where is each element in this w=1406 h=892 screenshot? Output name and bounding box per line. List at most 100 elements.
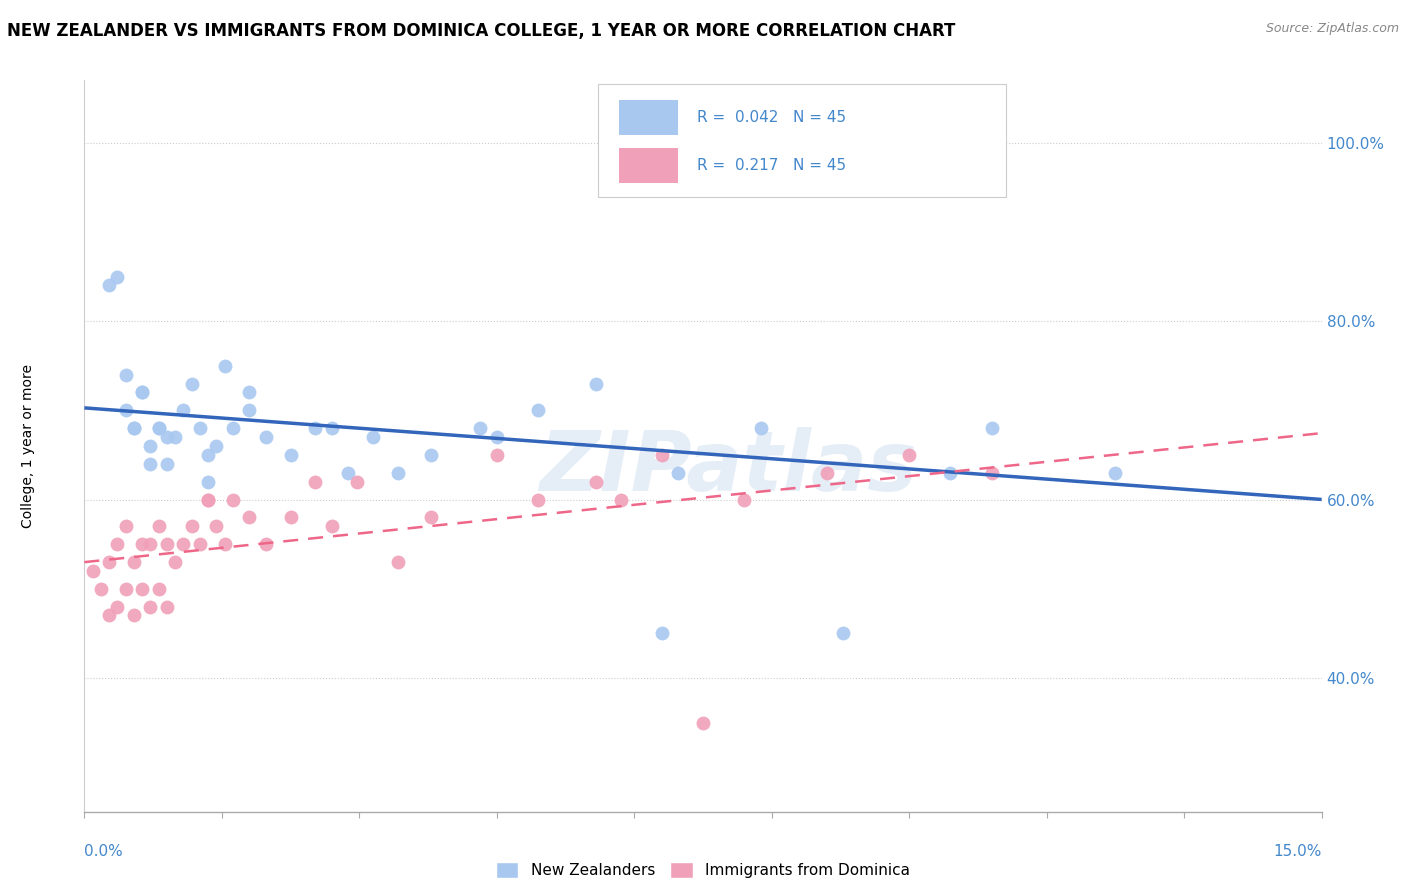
FancyBboxPatch shape — [619, 100, 678, 136]
Point — [105, 599, 128, 614]
Text: R =  0.042   N = 45: R = 0.042 N = 45 — [697, 111, 846, 125]
Point — [609, 492, 631, 507]
Point — [304, 475, 326, 489]
Point — [238, 510, 260, 524]
Point — [321, 421, 343, 435]
Point — [527, 492, 550, 507]
Point — [238, 403, 260, 417]
Point — [304, 421, 326, 435]
Point — [197, 475, 219, 489]
Point — [165, 555, 187, 569]
Point — [82, 564, 104, 578]
Point — [254, 537, 277, 551]
Point — [148, 421, 170, 435]
Text: ZIPatlas: ZIPatlas — [538, 427, 917, 508]
Legend: New Zealanders, Immigrants from Dominica: New Zealanders, Immigrants from Dominica — [489, 856, 917, 885]
Point — [148, 582, 170, 596]
Point — [898, 448, 921, 462]
Point — [346, 475, 368, 489]
Point — [131, 385, 153, 400]
FancyBboxPatch shape — [598, 84, 1007, 197]
Point — [165, 430, 187, 444]
Point — [98, 555, 121, 569]
Point — [214, 537, 236, 551]
Point — [527, 403, 550, 417]
Point — [114, 368, 136, 382]
Point — [98, 608, 121, 623]
Point — [238, 385, 260, 400]
Point — [131, 385, 153, 400]
Point — [131, 582, 153, 596]
Point — [832, 626, 855, 640]
Point — [180, 376, 202, 391]
Point — [337, 466, 360, 480]
Point — [188, 421, 211, 435]
Point — [939, 466, 962, 480]
Point — [90, 582, 112, 596]
Point — [749, 421, 772, 435]
Point — [585, 475, 607, 489]
Point — [131, 537, 153, 551]
Point — [222, 492, 245, 507]
Point — [156, 430, 179, 444]
Point — [139, 439, 162, 453]
Point — [122, 421, 145, 435]
Point — [254, 430, 277, 444]
Point — [692, 715, 714, 730]
Point — [222, 421, 245, 435]
Point — [114, 403, 136, 417]
Point — [114, 582, 136, 596]
Point — [1104, 466, 1126, 480]
Point — [197, 492, 219, 507]
Point — [387, 555, 409, 569]
Point — [387, 466, 409, 480]
Point — [148, 421, 170, 435]
Text: R =  0.217   N = 45: R = 0.217 N = 45 — [697, 158, 846, 173]
Text: 15.0%: 15.0% — [1274, 845, 1322, 859]
Point — [280, 448, 302, 462]
Point — [156, 537, 179, 551]
Point — [139, 599, 162, 614]
Point — [205, 519, 228, 533]
Text: Source: ZipAtlas.com: Source: ZipAtlas.com — [1265, 22, 1399, 36]
Point — [172, 537, 194, 551]
Point — [419, 448, 441, 462]
Point — [651, 626, 673, 640]
Point — [815, 466, 838, 480]
Point — [197, 448, 219, 462]
Point — [585, 376, 607, 391]
Point — [321, 519, 343, 533]
Point — [485, 448, 508, 462]
Point — [122, 421, 145, 435]
Point — [205, 439, 228, 453]
Point — [980, 466, 1002, 480]
Point — [180, 519, 202, 533]
Point — [122, 608, 145, 623]
Point — [419, 510, 441, 524]
Point — [485, 430, 508, 444]
Point — [114, 519, 136, 533]
Text: College, 1 year or more: College, 1 year or more — [21, 364, 35, 528]
Point — [139, 537, 162, 551]
Text: NEW ZEALANDER VS IMMIGRANTS FROM DOMINICA COLLEGE, 1 YEAR OR MORE CORRELATION CH: NEW ZEALANDER VS IMMIGRANTS FROM DOMINIC… — [7, 22, 956, 40]
Point — [197, 492, 219, 507]
Point — [105, 537, 128, 551]
Point — [666, 466, 689, 480]
Point — [733, 492, 755, 507]
Point — [280, 510, 302, 524]
Text: 0.0%: 0.0% — [84, 845, 124, 859]
Point — [156, 599, 179, 614]
Point — [172, 403, 194, 417]
Point — [980, 421, 1002, 435]
Point — [98, 278, 121, 293]
Point — [139, 457, 162, 471]
Point — [361, 430, 384, 444]
Point — [188, 537, 211, 551]
Point — [105, 269, 128, 284]
Point — [148, 519, 170, 533]
Point — [156, 457, 179, 471]
Point — [214, 359, 236, 373]
Point — [122, 555, 145, 569]
Point — [692, 162, 714, 177]
Point — [470, 421, 492, 435]
